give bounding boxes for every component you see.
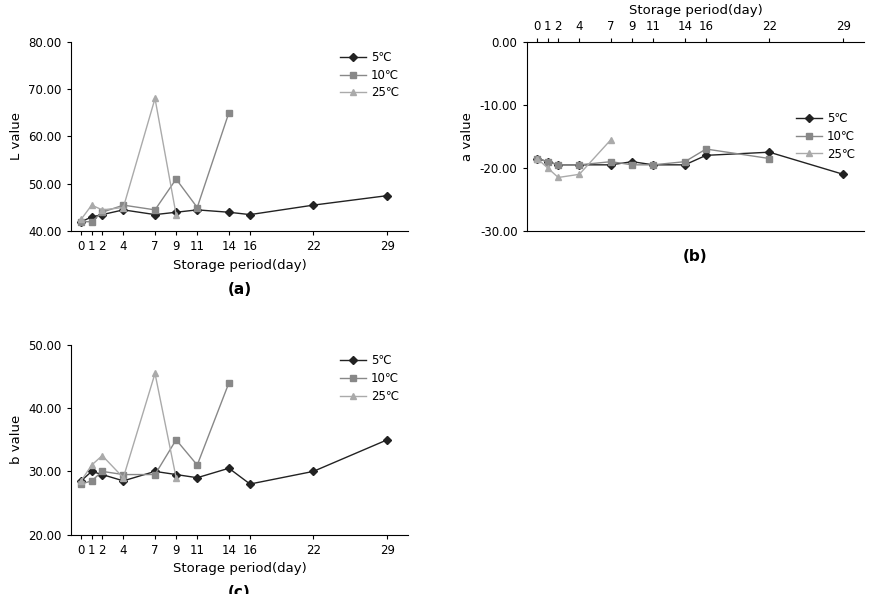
5℃ xyxy=(86,468,97,475)
5℃ xyxy=(76,478,86,485)
5℃ xyxy=(680,161,691,169)
Y-axis label: a value: a value xyxy=(461,112,475,161)
10℃ xyxy=(171,175,182,182)
Line: 25℃: 25℃ xyxy=(78,370,179,484)
5℃ xyxy=(192,474,203,481)
25℃ xyxy=(118,474,129,481)
25℃ xyxy=(171,474,182,481)
25℃ xyxy=(150,95,161,102)
10℃ xyxy=(606,158,617,165)
Line: 10℃: 10℃ xyxy=(534,146,773,168)
Line: 10℃: 10℃ xyxy=(78,380,232,487)
5℃ xyxy=(627,158,638,165)
25℃ xyxy=(150,370,161,377)
10℃ xyxy=(97,208,108,216)
Line: 5℃: 5℃ xyxy=(78,437,391,487)
10℃ xyxy=(192,204,203,211)
10℃ xyxy=(542,158,553,165)
Line: 25℃: 25℃ xyxy=(534,137,614,181)
5℃ xyxy=(224,465,235,472)
25℃ xyxy=(86,201,97,208)
5℃ xyxy=(574,161,585,169)
5℃ xyxy=(224,208,235,216)
5℃ xyxy=(150,468,161,475)
10℃ xyxy=(680,158,691,165)
Line: 5℃: 5℃ xyxy=(78,192,391,225)
5℃ xyxy=(171,471,182,478)
10℃ xyxy=(574,161,585,169)
5℃ xyxy=(97,471,108,478)
X-axis label: Storage period(day): Storage period(day) xyxy=(173,259,306,272)
5℃ xyxy=(838,170,848,178)
5℃ xyxy=(764,148,774,156)
Y-axis label: L value: L value xyxy=(10,112,23,160)
Line: 10℃: 10℃ xyxy=(78,109,232,225)
25℃ xyxy=(542,165,553,172)
10℃ xyxy=(171,436,182,443)
10℃ xyxy=(532,155,542,162)
25℃ xyxy=(606,136,617,143)
5℃ xyxy=(118,206,129,213)
5℃ xyxy=(244,211,255,218)
Line: 5℃: 5℃ xyxy=(534,149,847,178)
25℃ xyxy=(97,452,108,459)
5℃ xyxy=(382,436,392,443)
10℃ xyxy=(86,478,97,485)
25℃ xyxy=(97,206,108,213)
Y-axis label: b value: b value xyxy=(10,415,23,465)
10℃ xyxy=(627,161,638,169)
5℃ xyxy=(382,192,392,199)
5℃ xyxy=(192,206,203,213)
10℃ xyxy=(97,468,108,475)
Text: (b): (b) xyxy=(684,249,707,264)
Line: 25℃: 25℃ xyxy=(78,96,179,223)
10℃ xyxy=(192,462,203,469)
Legend: 5℃, 10℃, 25℃: 5℃, 10℃, 25℃ xyxy=(337,351,402,406)
25℃ xyxy=(171,211,182,218)
10℃ xyxy=(118,471,129,478)
10℃ xyxy=(118,201,129,208)
25℃ xyxy=(86,462,97,469)
10℃ xyxy=(86,218,97,225)
10℃ xyxy=(150,471,161,478)
5℃ xyxy=(76,218,86,225)
5℃ xyxy=(648,161,659,169)
10℃ xyxy=(553,161,564,169)
Text: (a): (a) xyxy=(228,282,251,296)
Legend: 5℃, 10℃, 25℃: 5℃, 10℃, 25℃ xyxy=(793,109,858,164)
5℃ xyxy=(86,213,97,220)
Text: (c): (c) xyxy=(228,585,250,594)
25℃ xyxy=(76,216,86,223)
10℃ xyxy=(224,380,235,387)
5℃ xyxy=(700,152,711,159)
10℃ xyxy=(76,218,86,225)
10℃ xyxy=(648,161,659,169)
25℃ xyxy=(118,204,129,211)
10℃ xyxy=(764,155,774,162)
Legend: 5℃, 10℃, 25℃: 5℃, 10℃, 25℃ xyxy=(337,48,402,103)
10℃ xyxy=(700,146,711,153)
5℃ xyxy=(606,161,617,169)
5℃ xyxy=(532,155,542,162)
5℃ xyxy=(97,211,108,218)
X-axis label: Storage period(day): Storage period(day) xyxy=(629,4,762,17)
10℃ xyxy=(224,109,235,116)
25℃ xyxy=(532,155,542,162)
5℃ xyxy=(118,478,129,485)
10℃ xyxy=(150,206,161,213)
X-axis label: Storage period(day): Storage period(day) xyxy=(173,562,306,575)
25℃ xyxy=(574,170,585,178)
25℃ xyxy=(553,174,564,181)
5℃ xyxy=(171,208,182,216)
5℃ xyxy=(244,481,255,488)
5℃ xyxy=(542,158,553,165)
25℃ xyxy=(76,478,86,485)
5℃ xyxy=(308,468,318,475)
10℃ xyxy=(76,481,86,488)
5℃ xyxy=(553,161,564,169)
5℃ xyxy=(308,201,318,208)
5℃ xyxy=(150,211,161,218)
